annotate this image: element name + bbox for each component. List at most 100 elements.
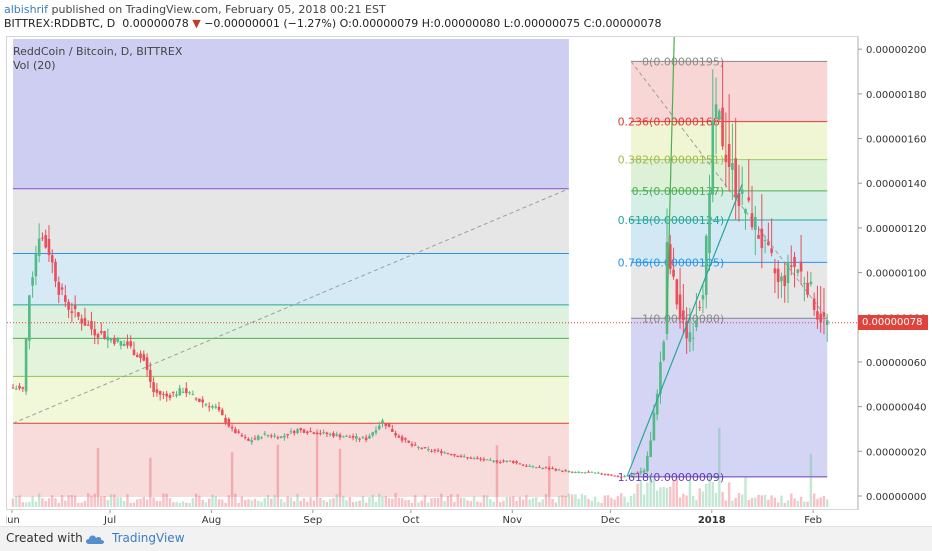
y-tick-label-7: 0.00000140: [866, 179, 926, 190]
candle-body: [381, 420, 384, 424]
price-axis[interactable]: 0.00000000 0.00000020 0.00000040 0.00000060…: [858, 36, 932, 510]
candle-body: [825, 320, 829, 325]
volume-bar: [482, 495, 486, 507]
candle-body: [574, 472, 577, 474]
volume-bar: [718, 427, 721, 507]
candle-body: [701, 295, 705, 300]
volume-bar: [803, 501, 806, 507]
candle-body: [462, 456, 466, 458]
candle-body: [593, 472, 597, 474]
volume-bar: [685, 495, 688, 507]
last-price-badge: 0.00000078: [858, 314, 928, 330]
candle-body: [220, 409, 224, 416]
candle-body: [116, 338, 119, 342]
volume-bar: [119, 497, 123, 507]
volume-bar: [767, 499, 770, 507]
tradingview-link[interactable]: TradingView: [112, 531, 185, 545]
volume-bar: [580, 493, 584, 507]
volume-bar: [211, 494, 214, 507]
candle-body: [793, 256, 796, 267]
volume-bar: [129, 502, 132, 507]
volume-bar: [214, 496, 217, 507]
candle-body: [557, 469, 561, 471]
volume-bar: [302, 498, 306, 507]
candle-body: [64, 295, 67, 302]
volume-bar: [100, 496, 103, 507]
y-tick-label-5: 0.00000100: [866, 269, 926, 280]
candle-body: [489, 459, 492, 461]
volume-bar: [708, 474, 711, 507]
candle-body: [345, 435, 348, 437]
candle-body: [695, 320, 698, 328]
candle-body: [763, 239, 767, 241]
candle-body: [171, 392, 175, 394]
candle-body: [83, 317, 87, 326]
candle-body: [217, 406, 221, 411]
candle-body: [816, 311, 819, 320]
volume-bar: [606, 495, 610, 507]
candle-body: [145, 357, 149, 370]
volume-bar: [597, 501, 600, 507]
candle-body: [783, 275, 787, 287]
candle-body: [410, 443, 414, 446]
volume-bar: [51, 495, 54, 507]
volume-bar: [397, 497, 401, 507]
candle-body: [165, 393, 168, 397]
author-link[interactable]: albishrif: [4, 3, 48, 16]
candle-body: [80, 318, 83, 324]
time-axis[interactable]: Jun Jul Aug Sep Oct Nov Dec 2018 Feb: [6, 510, 858, 526]
volume-bar: [293, 501, 296, 507]
candle-body: [227, 418, 231, 427]
x-tick-label-1: Jul: [103, 515, 116, 526]
volume-bar: [273, 494, 276, 507]
candle-body: [214, 406, 218, 408]
volume-bar: [73, 495, 77, 507]
volume-bar: [682, 493, 685, 507]
candle-body: [122, 343, 126, 347]
chart-plot-area[interactable]: 0(0.00000195)0.236(0.00000168)0.382(0.00…: [6, 36, 858, 510]
volume-bar: [577, 498, 580, 507]
volume-bar: [724, 500, 728, 507]
candle-body: [577, 471, 581, 473]
volume-bar: [332, 498, 335, 507]
volume-bar: [224, 502, 227, 507]
volume-bar: [283, 502, 286, 507]
volume-bar: [626, 502, 629, 507]
volume-bar: [60, 495, 64, 507]
candle-body: [341, 436, 345, 438]
candle-body: [240, 435, 244, 437]
volume-bar: [646, 482, 649, 507]
y-tick-label-9: 0.00000180: [866, 90, 926, 101]
candle-body: [243, 437, 247, 439]
tradingview-cloud-icon[interactable]: [84, 532, 106, 546]
volume-bar: [201, 499, 204, 507]
volume-bar: [505, 496, 508, 507]
volume-bar: [531, 498, 535, 507]
volume-bar: [826, 499, 829, 507]
volume-bar: [453, 501, 456, 507]
volume-bar: [521, 499, 525, 507]
volume-bar: [132, 502, 136, 507]
volume-bar: [18, 495, 21, 507]
candle-body: [675, 279, 679, 305]
candle-body: [60, 287, 64, 290]
candle-body: [391, 429, 394, 432]
volume-bar: [24, 502, 28, 507]
candle-body: [610, 474, 613, 476]
candle-body: [162, 393, 165, 395]
candle-body: [731, 163, 734, 170]
candle-body: [799, 261, 803, 272]
volume-bar: [410, 502, 414, 507]
y-tick-label-8: 0.00000160: [866, 135, 926, 146]
candle-body: [492, 460, 495, 462]
candle-body: [727, 143, 731, 167]
candle-body: [603, 473, 607, 475]
volume-bar: [217, 499, 221, 507]
volume-bar: [384, 496, 387, 507]
x-tick-label-5: Nov: [503, 515, 523, 526]
fib-right-label-7: 1.618(0.00000009): [618, 471, 725, 484]
volume-bar: [378, 493, 381, 507]
volume-bar: [188, 502, 191, 507]
volume-bar: [348, 497, 352, 507]
candle-body: [250, 440, 254, 443]
